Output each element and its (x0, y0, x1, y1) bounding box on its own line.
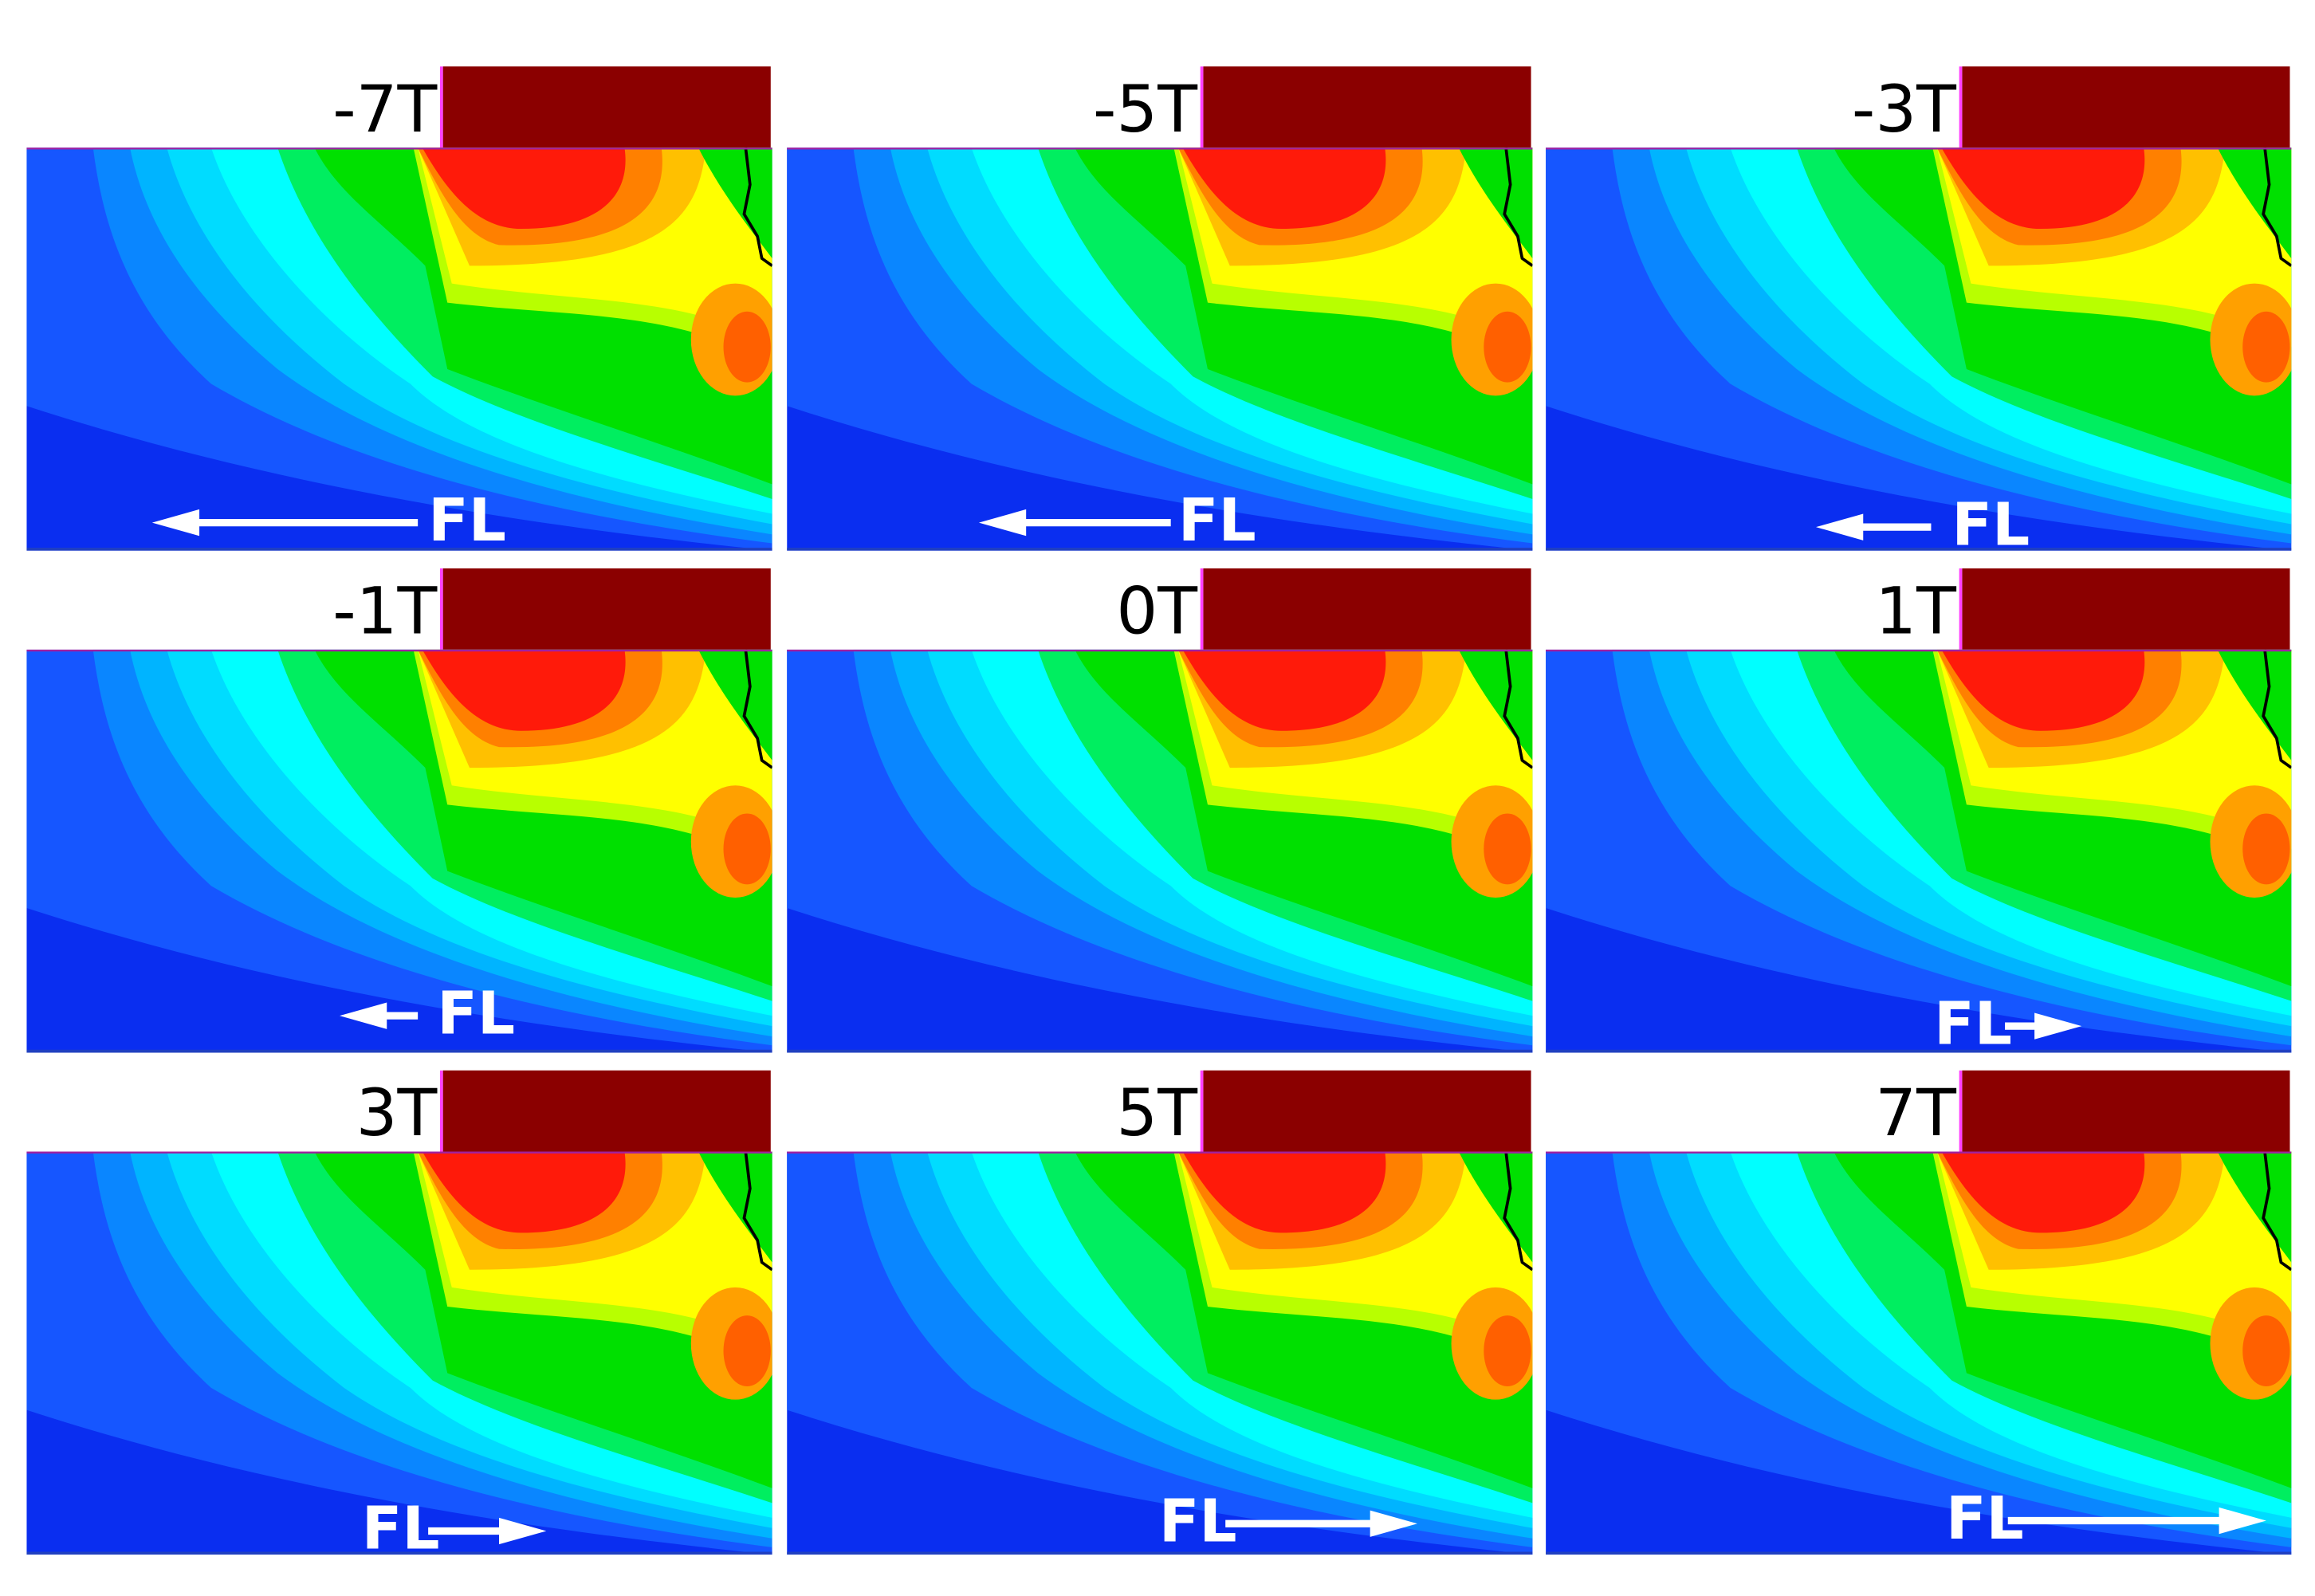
field-image (1546, 147, 2299, 551)
panel: -7T FL (26, 66, 780, 555)
electrode-block (442, 568, 771, 650)
panel: -3T FL (1546, 66, 2299, 559)
arrow-head (2219, 1507, 2266, 1535)
arrow-label: FL (428, 486, 506, 555)
arrow-label: FL (1951, 490, 2030, 559)
arrow-label: FL (362, 1495, 440, 1563)
panel: -5T FL (787, 66, 1540, 555)
contour-field: FL (1546, 650, 2299, 1058)
panel: 0T (787, 568, 1540, 1052)
arrow-label: FL (1178, 486, 1256, 555)
arrow-label: FL (1159, 1487, 1237, 1555)
arrow-label: FL (437, 979, 515, 1048)
panel-label: 1T (1875, 574, 1956, 650)
contour-field (787, 650, 1540, 1053)
arrow-label: FL (1934, 989, 2012, 1058)
contour-field: FL (26, 650, 780, 1053)
panel-label: -5T (1093, 72, 1197, 147)
panel-label: -1T (332, 574, 437, 650)
arrow-head (339, 1002, 387, 1029)
panel: 5T FL (787, 1070, 1540, 1556)
panel-label: 3T (356, 1075, 438, 1151)
arrow-head (2034, 1012, 2082, 1040)
electrode-block (442, 1070, 771, 1152)
arrow-head (1370, 1510, 1417, 1537)
panel: 3T FL (26, 1070, 780, 1563)
panel-label: 7T (1875, 1075, 1956, 1151)
arrow-head (978, 509, 1027, 537)
contour-field: FL (787, 1152, 1540, 1556)
panel-label: -3T (1852, 72, 1956, 147)
electrode-block (1203, 568, 1531, 650)
field-image (787, 650, 1540, 1053)
electrode-block (1203, 1070, 1531, 1152)
electrode-block (1962, 66, 2290, 148)
contour-field: FL (787, 147, 1540, 555)
panel-label: 5T (1116, 1075, 1197, 1151)
arrow-head (499, 1517, 547, 1545)
panel: 1T FL (1546, 568, 2299, 1058)
panel: -1T FL (26, 568, 780, 1052)
electrode-block (442, 66, 771, 148)
contour-field: FL (1546, 147, 2299, 559)
field-image (787, 147, 1540, 551)
contour-field: FL (26, 147, 780, 555)
electrode-block (1962, 1070, 2290, 1152)
contour-field: FL (26, 1152, 780, 1563)
field-image (26, 650, 780, 1053)
contour-field: FL (1546, 1152, 2299, 1555)
electrode-block (1962, 568, 2290, 650)
field-image (1546, 1152, 2299, 1555)
field-image (1546, 650, 2299, 1053)
panel-label: -7T (332, 72, 437, 147)
electrode-block (1203, 66, 1531, 148)
arrow-head (151, 509, 200, 537)
panel-label: 0T (1116, 574, 1197, 650)
arrow-head (1815, 513, 1864, 541)
field-image (26, 147, 780, 551)
